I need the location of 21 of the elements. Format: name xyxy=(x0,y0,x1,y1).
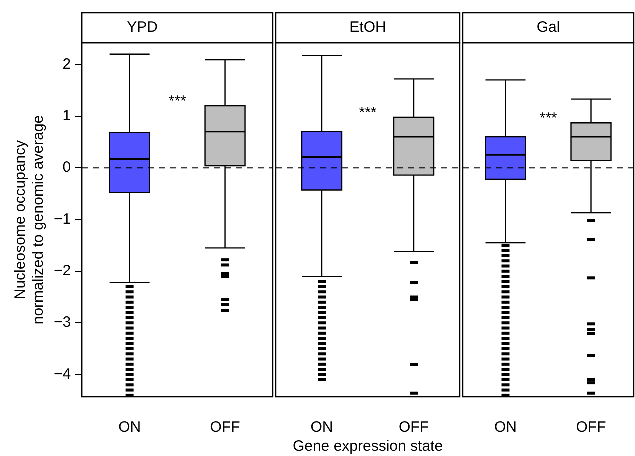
annotation: *** xyxy=(168,93,186,110)
y-tick-label: 1 xyxy=(62,108,72,125)
x-tick-label: ON xyxy=(494,419,517,436)
y-tick-label: −2 xyxy=(54,262,72,280)
chart-title: Gal xyxy=(536,19,560,36)
x-tick-label: ON xyxy=(118,419,142,436)
y-tick-label: 0 xyxy=(62,159,72,176)
x-tick-label: OFF xyxy=(576,419,606,436)
y-tick-label: 2 xyxy=(62,56,72,73)
y-tick-label: −4 xyxy=(54,366,72,383)
y-tick-label: −3 xyxy=(54,314,72,332)
y-axis-title: Nucleosome occupancy normalized to genomic average xyxy=(12,115,48,325)
x-tick-label: OFF xyxy=(399,419,429,436)
x-axis-title: Gene expression state xyxy=(292,438,444,456)
x-tick-label: OFF xyxy=(210,419,240,436)
x-tick-label: ON xyxy=(310,419,334,436)
chart-title: YPD xyxy=(127,19,158,36)
annotation: *** xyxy=(540,110,558,128)
chart-title: EtOH xyxy=(350,19,386,36)
annotation: *** xyxy=(359,104,377,122)
y-tick-label: −1 xyxy=(54,210,72,228)
